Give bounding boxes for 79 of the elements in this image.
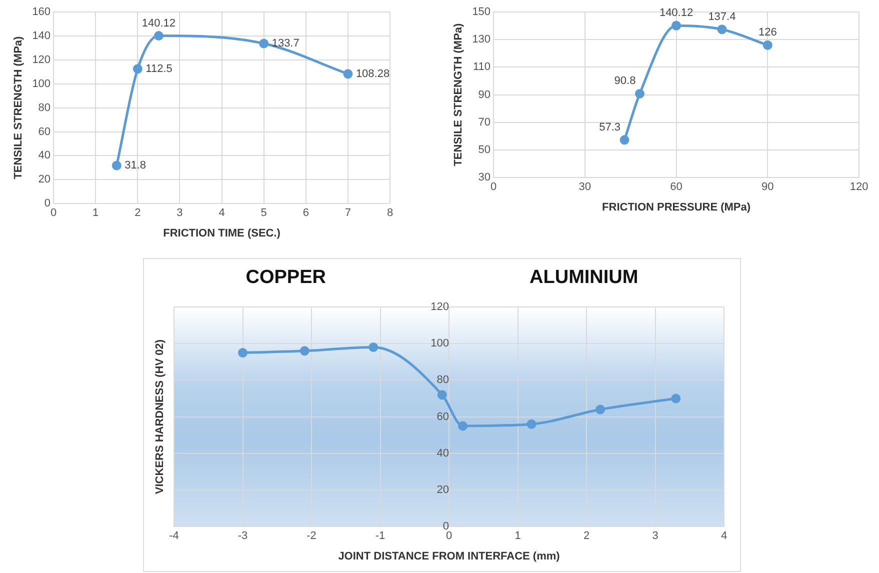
y-tick-label: 40 <box>436 447 449 460</box>
data-label: 140.12 <box>659 7 694 20</box>
x-tick-label: 2 <box>134 207 141 220</box>
x-tick-label: -4 <box>169 530 179 542</box>
point <box>672 20 682 30</box>
y-tick-label: 60 <box>38 126 51 138</box>
y-tick-label: 0 <box>44 198 51 210</box>
y-tick-label: 30 <box>478 172 491 184</box>
point <box>458 421 468 431</box>
x-axis-title: JOINT DISTANCE FROM INTERFACE (mm) <box>338 550 560 562</box>
text: ALUMINIUM <box>530 267 638 289</box>
x-tick-label: 3 <box>652 530 658 542</box>
point <box>368 342 378 352</box>
x-tick-label: 4 <box>218 207 225 220</box>
point <box>154 31 164 41</box>
data-label: 57.3 <box>599 121 621 134</box>
point <box>762 40 772 50</box>
y-tick-label: 20 <box>436 484 449 496</box>
x-tick-label: 1 <box>92 207 99 220</box>
point <box>596 404 605 414</box>
point <box>634 88 644 98</box>
data-label: 140.12 <box>142 17 176 30</box>
y-tick-label: 110 <box>473 61 491 74</box>
y-tick-label: 160 <box>32 6 51 18</box>
y-tick-label: 60 <box>436 410 449 423</box>
x-tick-label: 2 <box>583 530 590 542</box>
x-axis-title: FRICTION TIME (SEC.) <box>163 227 281 240</box>
data-label: 108.28 <box>356 68 390 80</box>
y-tick-label: 0 <box>442 520 449 533</box>
point <box>112 160 122 170</box>
point <box>238 348 248 358</box>
x-tick-label: 60 <box>670 181 682 194</box>
point <box>437 390 447 400</box>
x-tick-label: 3 <box>176 207 183 220</box>
x-tick-label: 5 <box>260 207 267 220</box>
y-tick-label: 130 <box>472 34 491 46</box>
x-tick-label: 8 <box>386 207 394 220</box>
y-axis-title: TENSILE STRENGTH (MPa) <box>12 36 25 180</box>
point <box>671 394 681 404</box>
text: COPPER <box>246 267 326 289</box>
x-tick-label: 90 <box>762 181 774 194</box>
data-label: 137.4 <box>708 10 736 23</box>
data-label: 126 <box>758 26 777 39</box>
y-tick-label: 80 <box>38 102 51 114</box>
x-tick-label: 30 <box>578 181 592 194</box>
y-tick-label: 40 <box>38 150 51 162</box>
x-tick-label: 6 <box>302 207 309 220</box>
y-axis-title: TENSILE STRENGTH (MPa) <box>452 22 465 166</box>
data-label: 133.7 <box>272 38 300 50</box>
y-axis-title: VICKERS HARDNESS (HV 02) <box>154 339 166 494</box>
x-axis-title: FRICTION PRESSURE (MPa) <box>602 201 751 214</box>
y-tick-label: 120 <box>32 54 51 66</box>
y-tick-label: 70 <box>478 116 491 128</box>
data-label: 112.5 <box>146 62 172 75</box>
y-tick-label: 150 <box>472 6 491 18</box>
y-tick-label: 120 <box>430 301 449 314</box>
y-tick-label: 140 <box>32 30 51 42</box>
y-tick-label: 100 <box>430 338 449 350</box>
x-tick-label: 7 <box>344 207 352 220</box>
x-tick-label: -2 <box>306 530 316 542</box>
point <box>300 346 310 356</box>
y-tick-label: 80 <box>436 374 449 386</box>
point <box>259 38 269 48</box>
y-tick-label: 20 <box>38 174 51 186</box>
y-tick-label: 50 <box>478 144 491 156</box>
y-tick-label: 100 <box>32 78 51 90</box>
point <box>343 69 353 79</box>
point <box>717 24 727 34</box>
y-tick-label: 90 <box>478 88 491 101</box>
x-tick-label: -1 <box>375 530 386 542</box>
point <box>132 64 142 74</box>
point <box>620 135 630 145</box>
x-tick-label: -3 <box>238 530 248 542</box>
x-tick-label: 4 <box>720 530 728 542</box>
x-tick-label: 1 <box>514 530 521 542</box>
data-label: 31.8 <box>124 160 146 172</box>
data-label: 90.8 <box>614 75 636 88</box>
x-tick-label: 120 <box>850 181 868 194</box>
point <box>526 419 536 429</box>
